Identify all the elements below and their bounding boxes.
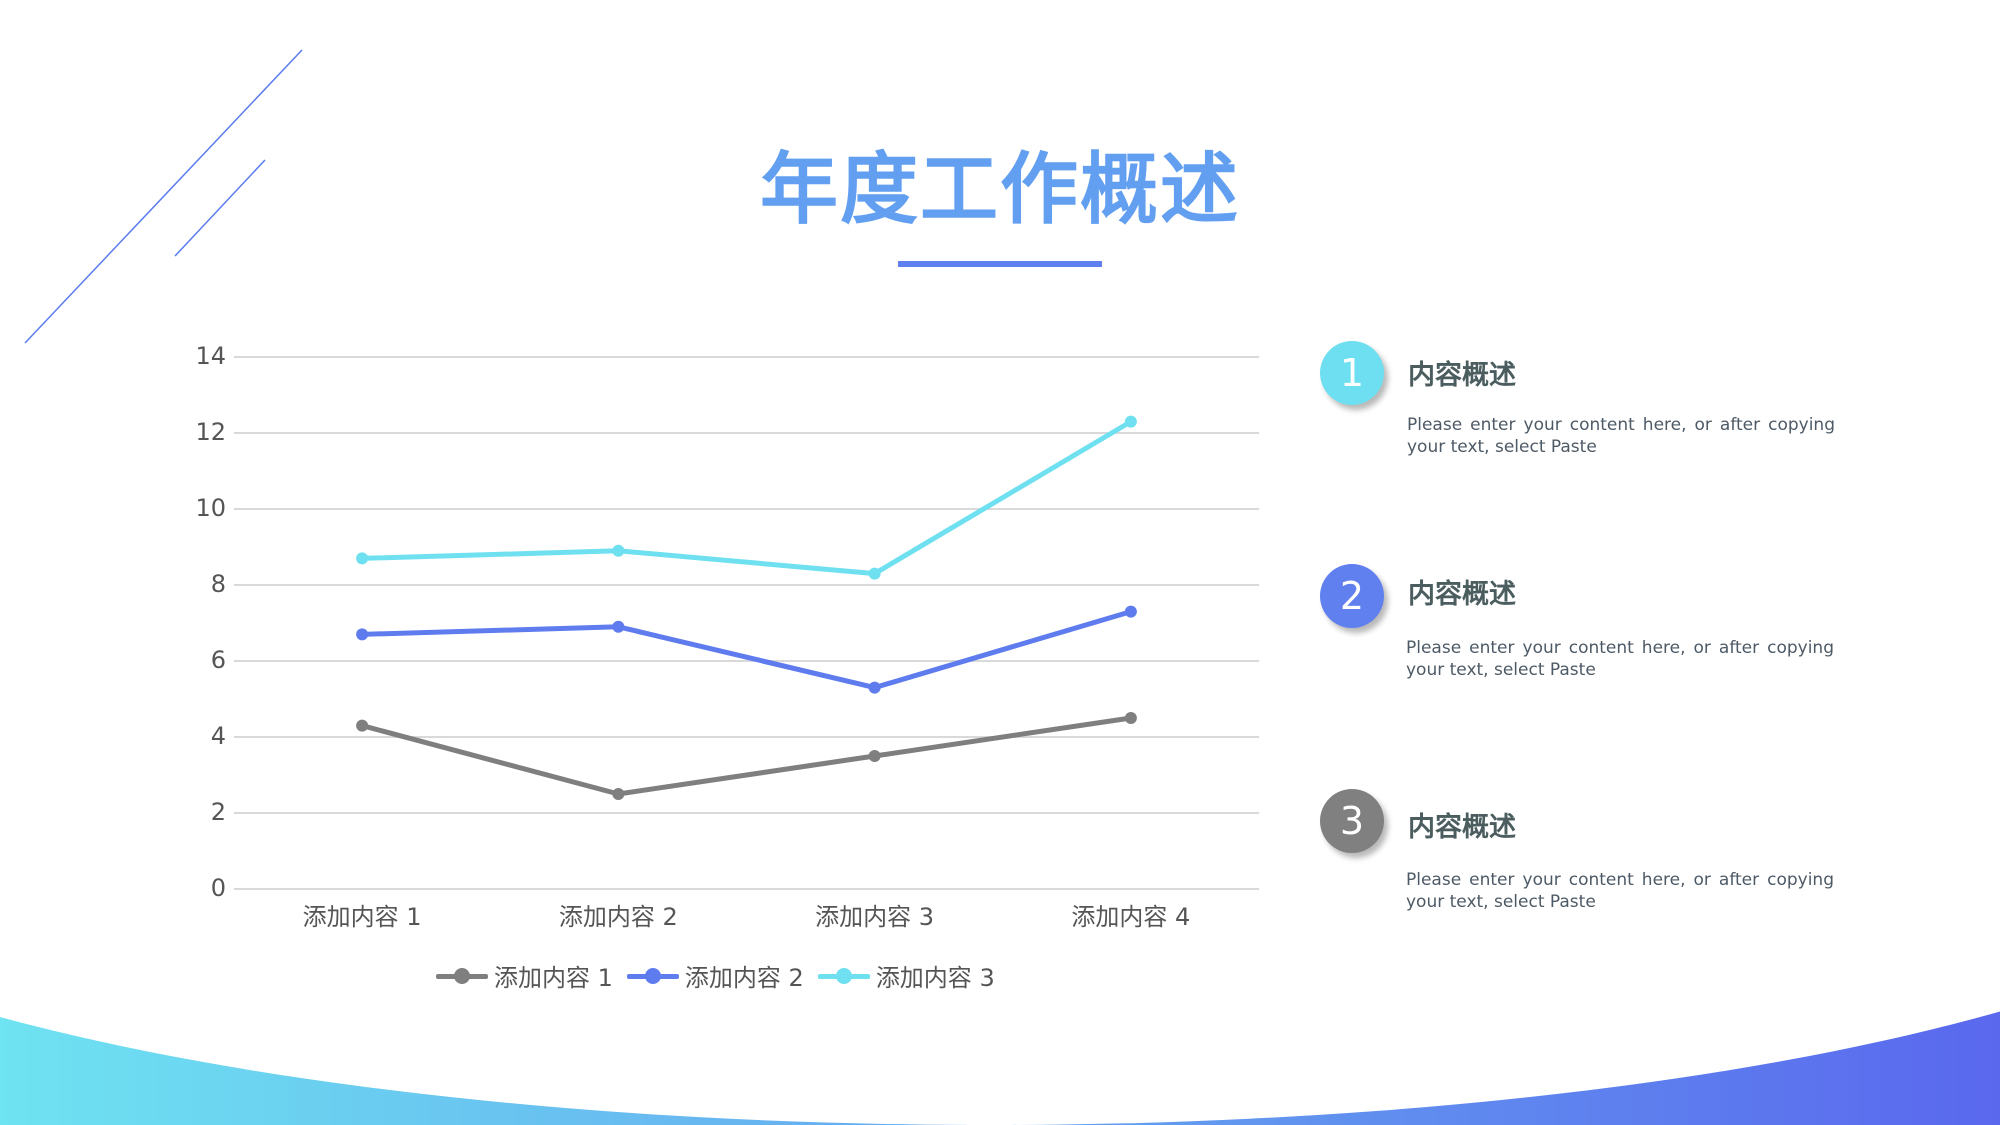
data-point-marker	[356, 628, 369, 641]
y-tick-label: 10	[195, 494, 226, 522]
y-tick-label: 4	[210, 722, 226, 750]
legend-item-series-1: 添加内容 1	[436, 958, 613, 993]
legend-item-series-3: 添加内容 3	[817, 958, 995, 993]
data-point-marker	[868, 750, 881, 762]
item-heading: 内容概述	[1408, 812, 1516, 843]
series-line	[359, 609, 1134, 691]
data-point-marker	[1124, 712, 1137, 724]
data-point-marker	[1124, 415, 1137, 428]
y-tick-label: 6	[210, 646, 226, 674]
data-point-marker	[356, 719, 369, 732]
item-description: Please enter your content here, or after…	[1406, 870, 1834, 912]
legend-label: 添加内容 1	[494, 964, 613, 992]
data-point-marker	[868, 567, 881, 580]
x-tick-label: 添加内容 4	[1071, 903, 1191, 931]
legend-item-series-2: 添加内容 2	[626, 958, 804, 993]
legend-line-marker-icon	[626, 961, 679, 991]
page-title: 年度工作概述	[759, 145, 1240, 235]
data-point-marker	[1124, 605, 1137, 618]
x-tick-label: 添加内容 3	[815, 903, 935, 931]
chart-series	[356, 415, 1137, 800]
series-line	[359, 715, 1134, 797]
x-tick-label: 添加内容 1	[302, 903, 422, 931]
y-tick-label: 12	[195, 418, 226, 446]
data-point-marker	[612, 544, 625, 557]
chart-gridlines	[234, 356, 1259, 890]
item-description: Please enter your content here, or after…	[1407, 415, 1835, 457]
series-line	[359, 419, 1134, 577]
item-heading: 内容概述	[1408, 579, 1516, 610]
series-3	[356, 415, 1137, 580]
legend-label: 添加内容 3	[875, 964, 995, 992]
title-underline	[898, 261, 1102, 267]
legend-line-marker-icon	[436, 961, 488, 991]
data-point-marker	[612, 788, 625, 800]
item-heading: 内容概述	[1408, 360, 1516, 391]
y-tick-label: 0	[210, 874, 226, 902]
bottom-notch	[967, 1118, 1013, 1125]
x-tick-label: 添加内容 2	[558, 903, 678, 931]
item-description: Please enter your content here, or after…	[1406, 638, 1834, 680]
data-point-marker	[356, 552, 369, 565]
legend-label: 添加内容 2	[684, 964, 804, 992]
number-badge: 3	[1320, 789, 1384, 853]
number-badge: 2	[1320, 564, 1384, 628]
decorative-diagonal-lines	[24, 49, 303, 344]
chart-legend: 添加内容 1 添加内容 2 添加内容 3	[436, 958, 1009, 993]
legend-line-marker-icon	[817, 961, 870, 991]
data-point-marker	[868, 681, 881, 694]
y-tick-label: 8	[210, 570, 226, 598]
series-1	[356, 712, 1137, 800]
series-2	[356, 605, 1137, 694]
y-tick-label: 2	[210, 798, 226, 826]
number-badge: 1	[1320, 341, 1384, 405]
bottom-gradient-wave	[0, 960, 2000, 1125]
data-point-marker	[612, 620, 625, 633]
y-tick-label: 14	[195, 342, 226, 370]
